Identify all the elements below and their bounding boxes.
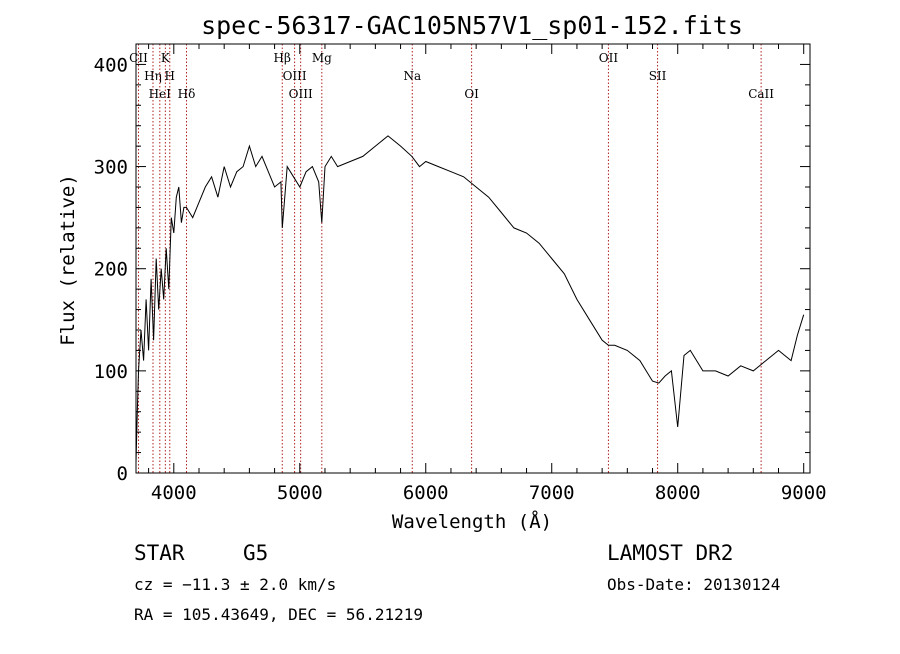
object-subclass: G5 [243,541,268,565]
spectral-line-label: K [161,51,171,65]
y-tick-label: 100 [94,361,128,383]
spectral-line-label: Hδ [178,87,196,101]
observation-date: Obs-Date: 20130124 [607,575,780,594]
x-tick-label: 5000 [277,482,323,504]
x-tick-label: 6000 [403,482,449,504]
x-tick-label: 4000 [151,482,197,504]
spectral-line-label: OIII [289,87,313,101]
spectral-line-label: H [165,69,175,83]
y-tick-label: 0 [117,463,128,485]
y-tick-label: 400 [94,54,128,76]
chart-title: spec-56317-GAC105N57V1_sp01-152.fits [201,11,743,40]
y-tick-label: 300 [94,157,128,179]
y-axis-label: Flux (relative) [57,174,79,346]
spectral-line-label: SII [649,69,667,83]
x-tick-label: 9000 [781,482,827,504]
ra-dec-coordinates: RA = 105.43649, DEC = 56.21219 [134,605,423,624]
spectral-line-label: HeI [149,87,172,101]
plot-frame [135,43,811,474]
spectral-line-label: Mg [312,51,332,65]
spectral-line-label: OI [464,87,479,101]
spectral-line-label: OIII [283,69,307,83]
spectral-line-label: Na [403,69,421,83]
spectral-line-label: Hβ [274,51,291,65]
x-axis-label: Wavelength (Å) [392,510,552,533]
x-tick-label: 7000 [529,482,575,504]
spectral-line-label: OII [599,51,619,65]
survey-release: LAMOST DR2 [607,541,733,565]
y-tick-label: 200 [94,259,128,281]
x-tick-label: 8000 [655,482,701,504]
spectral-line-label: CII [129,51,148,65]
redshift-cz: cz = −11.3 ± 2.0 km/s [134,575,336,594]
spectral-line-label: CaII [748,87,774,101]
spectrum-line [135,135,805,463]
spectral-line-label: Hη [144,69,162,83]
object-class: STAR [134,541,185,565]
